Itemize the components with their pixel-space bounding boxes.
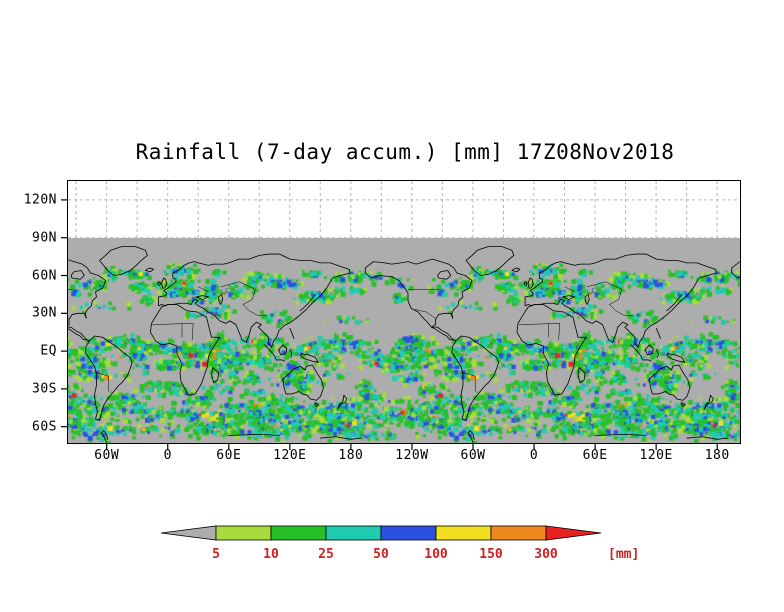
x-tick-label: 0 (163, 448, 172, 463)
colorbar-segment (380, 525, 437, 541)
colorbar-segment (325, 525, 382, 541)
colorbar-label: 50 (373, 547, 389, 562)
colorbar-label: 25 (318, 547, 334, 562)
colorbar-segment (270, 525, 327, 541)
y-tick-label: 30S (32, 381, 57, 397)
x-tick-label: 60E (216, 448, 242, 463)
colorbar-label: 5 (212, 547, 220, 562)
colorbar-label: 100 (424, 547, 448, 562)
rainfall-shading (68, 238, 740, 443)
y-tick-label: 30N (32, 305, 57, 321)
colorbar-label: 150 (479, 547, 503, 562)
x-tick-label: 0 (529, 448, 539, 463)
colorbar-segment (215, 525, 272, 541)
map-plot-area (67, 180, 741, 444)
y-tick-label: 60S (32, 419, 57, 435)
x-tick-label: 60E (582, 448, 608, 463)
y-tick-label: 120N (23, 192, 57, 208)
y-tick-label: 90N (32, 230, 57, 246)
chart-title: Rainfall (7-day accum.) [mm] 17Z08Nov201… (135, 140, 675, 164)
colorbar-segment (490, 525, 547, 541)
x-axis-labels: 60W 0 60E 120E 180 120W 60W 0 60E 120E 180 (68, 448, 744, 464)
colorbar-svg: 5 10 25 50 100 150 300 [mm] (160, 525, 639, 562)
colorbar-label: 300 (534, 547, 558, 562)
colorbar-label: [mm] (608, 547, 639, 562)
colorbar-segment (435, 525, 492, 541)
x-tick-label: 120E (639, 448, 673, 463)
y-axis-labels: 120N 90N 60N 30N EQ 30S 60S (0, 181, 62, 443)
colorbar-label: 10 (263, 547, 279, 562)
x-tick-label: 180 (338, 448, 364, 463)
x-tick-label: 60W (460, 448, 486, 463)
x-tick-label: 120E (273, 448, 307, 463)
x-tick-label: 180 (704, 448, 730, 463)
x-tick-label: 120W (395, 448, 429, 463)
colorbar-legend: 5 10 25 50 100 150 300 [mm] (153, 520, 693, 568)
y-tick-label: EQ (40, 343, 57, 359)
coastlines (68, 245, 740, 443)
y-tick-label: 60N (32, 268, 57, 283)
x-tick-label: 60W (94, 448, 120, 463)
